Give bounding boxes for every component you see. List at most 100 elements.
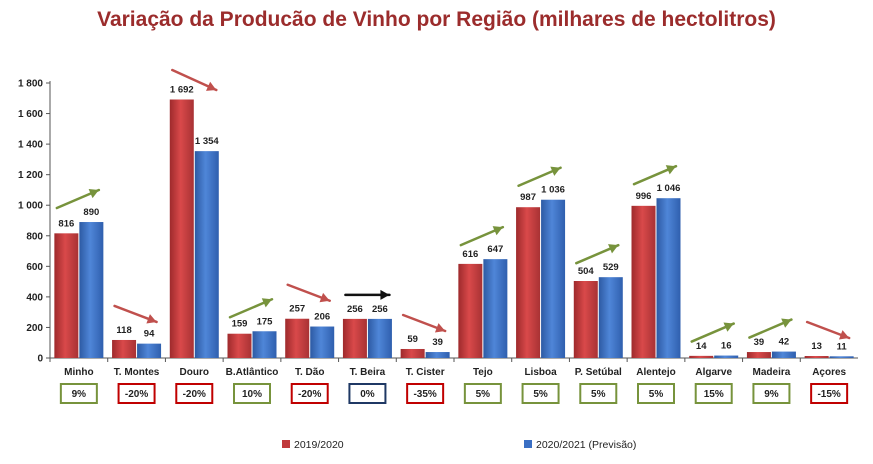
data-label: 11 <box>837 341 848 352</box>
bar-lisboa-2020-2021 <box>541 199 566 358</box>
change-box-alentejo <box>637 383 675 404</box>
trend-arrows <box>55 68 851 343</box>
y-tick-label: 800 <box>26 231 43 242</box>
bar-p-setubal-2019-2020 <box>573 281 598 358</box>
data-label: 59 <box>407 334 418 345</box>
trend-arrowhead <box>665 165 676 175</box>
category-label-t-dao: T. Dão <box>295 367 324 378</box>
data-label: 16 <box>721 341 732 352</box>
category-label-minho: Minho <box>64 367 93 378</box>
change-box-acores <box>810 383 849 404</box>
bar-acores-2019-2020 <box>804 356 829 358</box>
bar-alentejo-2020-2021 <box>656 198 681 358</box>
y-tick-label: 0 <box>37 354 43 365</box>
y-tick-label: 1 000 <box>18 201 43 212</box>
bar-b-atlantico-2020-2021 <box>252 331 277 358</box>
bar-minho-2019-2020 <box>54 233 79 358</box>
category-label-lisboa: Lisboa <box>524 367 557 378</box>
data-label: 890 <box>83 207 99 218</box>
data-label: 256 <box>347 304 363 315</box>
bar-t-dao-2020-2021 <box>310 326 335 358</box>
legend-label-2020-2021: 2020/2021 (Previsão) <box>536 439 636 451</box>
trend-arrowhead <box>261 298 272 308</box>
change-box-minho <box>59 383 98 404</box>
trend-arrowhead <box>434 323 446 333</box>
chart-title: Variação da Producão de Vinho por Região… <box>97 8 776 31</box>
data-label: 14 <box>696 341 707 352</box>
trend-arrowhead <box>838 330 850 340</box>
data-label: 816 <box>58 218 74 229</box>
legend-swatch-2020-2021 <box>524 440 532 448</box>
bar-t-cister-2019-2020 <box>400 348 425 358</box>
change-box-lisboa <box>521 383 560 404</box>
change-label: -35% <box>413 389 436 400</box>
change-box-douro <box>175 383 214 404</box>
chart-axes: 0 200 400 600 800 1 000 1 200 1 400 1 600 1 800 Mi… <box>18 79 858 378</box>
category-label-acores: Açores <box>812 367 846 378</box>
bar-acores-2020-2021 <box>829 356 854 358</box>
change-box-t-montes <box>117 383 156 404</box>
bar-minho-2020-2021 <box>79 222 104 358</box>
y-tick-label: 1 200 <box>18 170 43 181</box>
data-label: 996 <box>636 191 652 202</box>
change-label: 5% <box>476 389 491 400</box>
bar-p-setubal-2020-2021 <box>598 277 623 358</box>
trend-arrowhead <box>380 289 390 300</box>
data-label: 118 <box>116 325 131 336</box>
category-label-alentejo: Alentejo <box>636 367 675 378</box>
y-tick-label: 1 400 <box>18 140 43 151</box>
trend-arrowhead <box>723 322 734 332</box>
bar-madeira-2020-2021 <box>771 351 796 358</box>
chart-bars: 816 890 118 94 1 692 1 354 159 175 257 206 256 256 5… <box>54 85 854 358</box>
data-label: 13 <box>811 341 822 352</box>
bar-algarve-2020-2021 <box>714 355 739 358</box>
change-label: 5% <box>533 389 548 400</box>
trend-arrowhead <box>608 244 619 254</box>
category-label-tejo: Tejo <box>473 367 493 378</box>
data-label: 504 <box>578 266 595 277</box>
change-label: -20% <box>125 389 148 400</box>
bar-tejo-2019-2020 <box>458 263 483 358</box>
bar-t-beira-2019-2020 <box>342 318 367 358</box>
change-box-algarve <box>694 383 733 404</box>
data-label: 1 036 <box>541 185 565 196</box>
bar-t-montes-2020-2021 <box>137 343 162 358</box>
y-tick-label: 1 800 <box>18 79 43 90</box>
change-box-madeira <box>752 383 791 404</box>
bar-madeira-2019-2020 <box>746 352 771 358</box>
legend-swatch-2019-2020 <box>282 440 290 448</box>
change-box-tejo <box>463 383 502 404</box>
change-label: -20% <box>183 389 206 400</box>
data-label: 1 354 <box>195 136 219 147</box>
change-label: 5% <box>591 389 606 400</box>
data-label: 42 <box>779 337 790 348</box>
bar-t-cister-2020-2021 <box>425 352 450 358</box>
change-box-t-beira <box>348 383 387 404</box>
data-label: 175 <box>257 316 274 327</box>
category-label-madeira: Madeira <box>753 367 791 378</box>
category-label-t-cister: T. Cister <box>406 367 445 378</box>
change-label: 15% <box>704 389 724 400</box>
bar-lisboa-2019-2020 <box>516 207 541 358</box>
bar-t-dao-2019-2020 <box>285 318 310 358</box>
change-label: 10% <box>242 389 262 400</box>
change-label: 9% <box>764 389 779 400</box>
trend-arrowhead <box>146 314 157 324</box>
trend-arrowhead <box>319 292 330 303</box>
data-label: 616 <box>462 249 478 260</box>
category-label-algarve: Algarve <box>695 367 732 378</box>
data-label: 206 <box>314 312 330 323</box>
data-label: 987 <box>520 192 536 203</box>
y-tick-label: 1 600 <box>18 109 43 120</box>
bar-algarve-2019-2020 <box>689 355 714 358</box>
data-label: 529 <box>603 262 619 273</box>
change-box-t-cister <box>406 383 445 404</box>
change-box-p-setubal <box>579 383 618 404</box>
y-tick-label: 400 <box>26 292 43 303</box>
y-tick-label: 600 <box>26 262 43 273</box>
change-label: 0% <box>360 389 375 400</box>
category-label-t-montes: T. Montes <box>114 367 160 378</box>
category-label-t-beira: T. Beira <box>350 367 386 378</box>
bar-douro-2019-2020 <box>169 99 194 358</box>
